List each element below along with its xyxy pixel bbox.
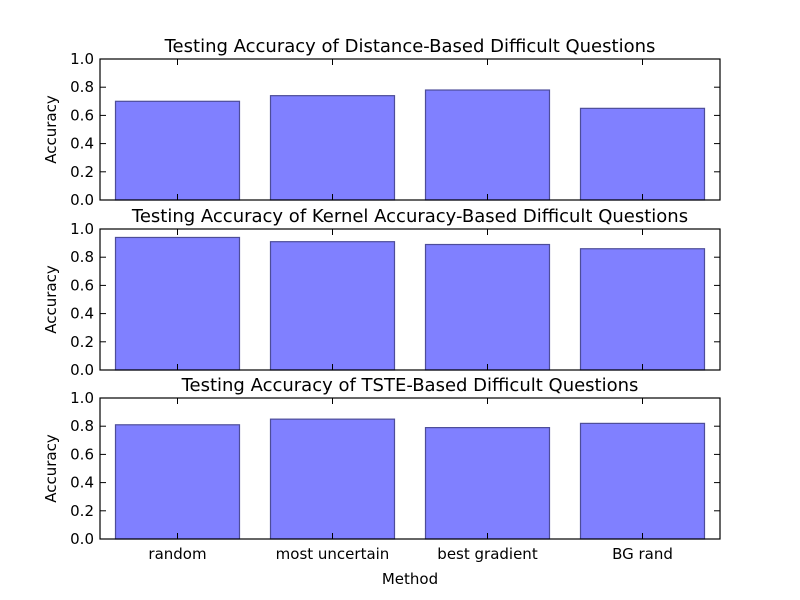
ytick-label: 1.0: [70, 220, 94, 238]
ytick-label: 0.8: [70, 78, 94, 96]
chart-title: Testing Accuracy of Distance-Based Diffi…: [164, 36, 656, 57]
bar-bg-rand: [579, 107, 706, 201]
ytick-label: 0.8: [70, 248, 94, 266]
chart-title: Testing Accuracy of Kernel Accuracy-Base…: [131, 206, 688, 227]
axes-frame: [99, 397, 721, 540]
xtick-label: best gradient: [437, 545, 538, 563]
bar-random: [114, 100, 241, 201]
x-axis-label: Method: [382, 570, 438, 588]
xtick-label: most uncertain: [276, 545, 390, 563]
bar-most-uncertain: [269, 95, 396, 201]
ytick-label: 0.4: [70, 305, 94, 323]
ytick-label: 0.6: [70, 106, 94, 124]
ytick-label: 1.0: [70, 389, 94, 407]
ytick-label: 0.2: [70, 333, 94, 351]
bar-random: [114, 424, 241, 540]
bar-best-gradient: [424, 243, 551, 371]
ytick-label: 1.0: [70, 50, 94, 68]
ytick-label: 0.4: [70, 135, 94, 153]
bar-random: [114, 236, 241, 371]
subplot-1: 0.0 0.2 0.4 0.6 0.8 1.0 Testing Accuracy of Di…: [42, 36, 721, 209]
ytick-label: 0.4: [70, 474, 94, 492]
y-axis-label: Accuracy: [42, 95, 60, 164]
ytick-label: 0.2: [70, 502, 94, 520]
bar-best-gradient: [424, 427, 551, 540]
y-axis-label: Accuracy: [42, 434, 60, 503]
ytick-label: 0.8: [70, 417, 94, 435]
chart-title: Testing Accuracy of TSTE-Based Difficult…: [181, 375, 639, 396]
y-axis-label: Accuracy: [42, 265, 60, 334]
bar-most-uncertain: [269, 241, 396, 371]
ytick-label: 0.0: [70, 191, 94, 209]
axes-frame: [99, 58, 721, 201]
ytick-label: 0.6: [70, 445, 94, 463]
bar-best-gradient: [424, 89, 551, 201]
ytick-label: 0.0: [70, 361, 94, 379]
subplot-2: 0.0 0.2 0.4 0.6 0.8 1.0 Testing Accuracy of Ke…: [42, 206, 721, 379]
subplot-3: 0.0 0.2 0.4 0.6 0.8 1.0 random most uncertain be…: [42, 375, 721, 588]
xtick-label: BG rand: [612, 545, 673, 563]
xtick-label: random: [148, 545, 206, 563]
bar-bg-rand: [579, 422, 706, 540]
axes-frame: [99, 228, 721, 371]
ytick-label: 0.0: [70, 530, 94, 548]
ytick-label: 0.2: [70, 163, 94, 181]
bar-most-uncertain: [269, 418, 396, 540]
bar-bg-rand: [579, 248, 706, 371]
ytick-label: 0.6: [70, 276, 94, 294]
